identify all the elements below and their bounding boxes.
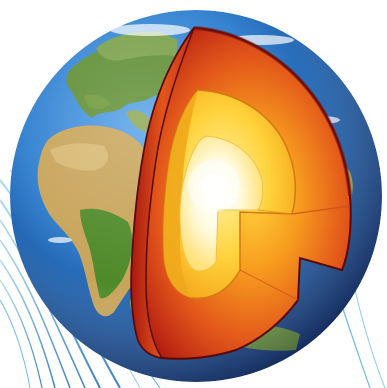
interior-cutaway [130,26,352,360]
wedge-side [130,27,195,360]
